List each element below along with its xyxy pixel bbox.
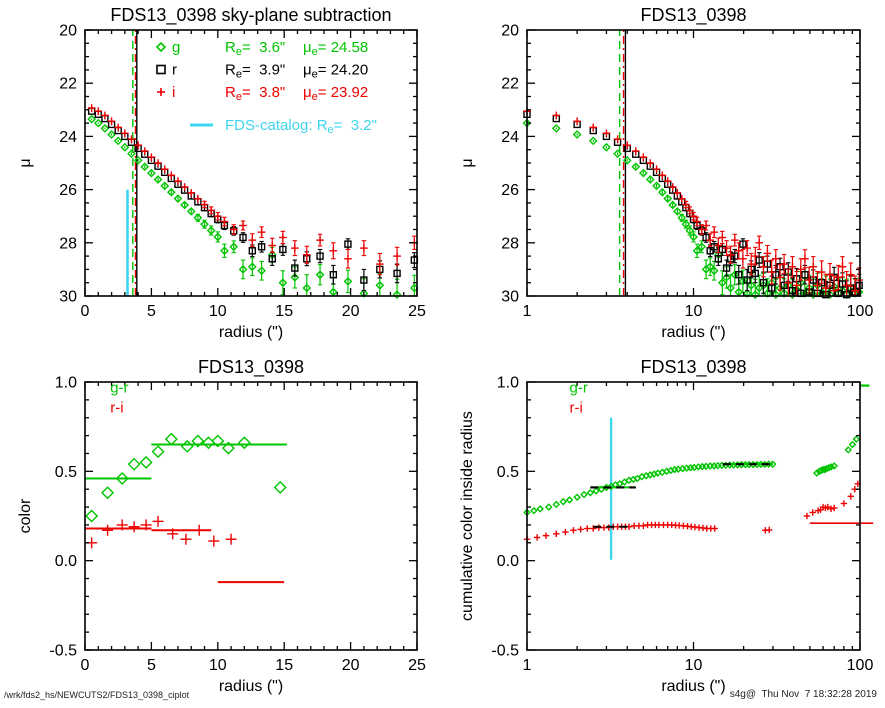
y-axis-label: μ (17, 158, 34, 167)
x-axis-label: radius (") (219, 678, 283, 695)
chart-top-left: 0 5 10 15 20 25 20 22 24 26 28 30 FDS13_0398 sky-pla… (17, 5, 426, 341)
x-tick-label: 1 (523, 303, 532, 320)
legend: g Re= 3.6" μe= 24.58 r Re= 3.9" μe= 24.20 i Re=… (155, 39, 377, 136)
legend-mue: μe= 23.92 (303, 84, 368, 103)
y-tick-label: -0.5 (491, 643, 519, 660)
series-r (523, 110, 863, 299)
chart-title: FDS13_0398 (640, 5, 746, 26)
footer-timestamp: s4g@ Thu Nov 7 18:32:28 2019 (729, 689, 877, 700)
y-tick-label: 28 (59, 235, 77, 252)
x-tick-label: 1 (523, 657, 532, 674)
y-tick-label: -0.5 (49, 643, 77, 660)
series-g (522, 118, 864, 300)
x-tick-label: 10 (209, 657, 227, 674)
legend-band: i (172, 84, 175, 101)
series-r-i-cumulative (523, 480, 861, 543)
x-axis-label: radius (") (661, 324, 725, 341)
x-axis-label: radius (") (219, 324, 283, 341)
x-tick-label: 100 (847, 657, 874, 674)
y-tick-label: 22 (501, 76, 519, 93)
y-tick-label: 30 (59, 289, 77, 306)
x-tick-label: 15 (275, 303, 293, 320)
x-tick-label: 25 (408, 303, 426, 320)
y-tick-label: 0.0 (497, 553, 519, 570)
legend-band: r (172, 62, 177, 79)
series-r-i (86, 515, 237, 549)
legend-mue: μe= 24.20 (303, 62, 368, 81)
x-tick-label: 5 (147, 303, 156, 320)
series-i (87, 104, 419, 276)
x-tick-label: 10 (209, 303, 227, 320)
footer-path: /wrk/fds2_hs/NEWCUTS2/FDS13_0398_ciplot (4, 690, 190, 700)
y-tick-label: 26 (59, 182, 77, 199)
y-axis-label: cumulative color inside radius (459, 411, 476, 621)
chart-bottom-left: 0 5 10 15 20 25 -0.5 0.0 0.5 1.0 FDS13_0398radius … (17, 357, 426, 695)
chart-title: FDS13_0398 (640, 357, 746, 378)
y-tick-label: 30 (501, 289, 519, 306)
series-label: r-i (110, 399, 123, 416)
y-tick-label: 24 (59, 129, 77, 146)
legend-mue: μe= 24.58 (303, 39, 368, 58)
y-tick-label: 26 (501, 182, 519, 199)
chart-title: FDS13_0398 (198, 357, 304, 378)
y-tick-label: 0.5 (497, 464, 519, 481)
x-axis-label: radius (") (661, 678, 725, 695)
series-label: r-i (570, 399, 583, 416)
y-tick-label: 1.0 (55, 375, 77, 392)
x-tick-label: 20 (342, 303, 360, 320)
y-tick-label: 24 (501, 129, 519, 146)
legend-re: Re= 3.9" (225, 62, 285, 81)
x-tick-label: 5 (147, 657, 156, 674)
y-tick-label: 0.5 (55, 464, 77, 481)
series-g-r-cumulative (523, 435, 861, 517)
legend-catalog: FDS-catalog: Re= 3.2" (225, 117, 377, 136)
x-tick-label: 25 (408, 657, 426, 674)
y-tick-label: 20 (501, 23, 519, 40)
series-g-r (85, 432, 287, 523)
legend-band: g (172, 39, 180, 56)
legend-re: Re= 3.6" (225, 39, 285, 58)
y-tick-label: 1.0 (497, 375, 519, 392)
series-label: g-r (110, 380, 128, 397)
chart-title: FDS13_0398 sky-plane subtraction (110, 5, 391, 26)
x-tick-label: 0 (81, 657, 90, 674)
x-tick-label: 100 (847, 303, 874, 320)
x-tick-label: 10 (685, 657, 703, 674)
x-tick-label: 10 (685, 303, 703, 320)
y-tick-label: 22 (59, 76, 77, 93)
x-tick-label: 15 (275, 657, 293, 674)
legend-re: Re= 3.8" (225, 84, 285, 103)
x-tick-label: 0 (81, 303, 90, 320)
y-axis-label: color (17, 498, 34, 533)
series-label: g-r (570, 380, 588, 397)
y-tick-label: 20 (59, 23, 77, 40)
x-tick-label: 20 (342, 657, 360, 674)
y-tick-label: 28 (501, 235, 519, 252)
y-axis-label: μ (459, 158, 476, 167)
y-tick-label: 0.0 (55, 553, 77, 570)
